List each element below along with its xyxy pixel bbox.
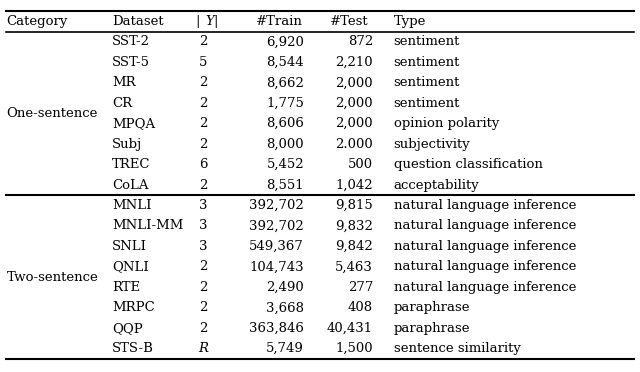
Text: #Train: #Train	[256, 15, 303, 28]
Text: 2,000: 2,000	[335, 97, 373, 110]
Text: STS-B: STS-B	[112, 342, 154, 355]
Text: 1,042: 1,042	[335, 179, 373, 192]
Text: One-sentence: One-sentence	[6, 107, 98, 120]
Text: MRPC: MRPC	[112, 301, 155, 314]
Text: 6,920: 6,920	[266, 35, 304, 48]
Text: 2: 2	[199, 260, 208, 273]
Text: |: |	[213, 15, 218, 28]
Text: paraphrase: paraphrase	[394, 301, 470, 314]
Text: |: |	[195, 15, 200, 28]
Text: natural language inference: natural language inference	[394, 219, 576, 232]
Text: 3,668: 3,668	[266, 301, 304, 314]
Text: CR: CR	[112, 97, 132, 110]
Text: sentiment: sentiment	[394, 35, 460, 48]
Text: MNLI-MM: MNLI-MM	[112, 219, 184, 232]
Text: subjectivity: subjectivity	[394, 138, 470, 151]
Text: 1,775: 1,775	[266, 97, 304, 110]
Text: 8,551: 8,551	[266, 179, 304, 192]
Text: sentiment: sentiment	[394, 76, 460, 89]
Text: QNLI: QNLI	[112, 260, 148, 273]
Text: 6: 6	[199, 158, 208, 171]
Text: QQP: QQP	[112, 322, 143, 335]
Text: 40,431: 40,431	[327, 322, 373, 335]
Text: natural language inference: natural language inference	[394, 281, 576, 294]
Text: 392,702: 392,702	[249, 219, 304, 232]
Text: 500: 500	[348, 158, 373, 171]
Text: SNLI: SNLI	[112, 240, 147, 253]
Text: 2: 2	[199, 301, 208, 314]
Text: 2,000: 2,000	[335, 76, 373, 89]
Text: 9,815: 9,815	[335, 199, 373, 212]
Text: #Test: #Test	[330, 15, 368, 28]
Text: 8,544: 8,544	[266, 56, 304, 69]
Text: sentiment: sentiment	[394, 97, 460, 110]
Text: 2,210: 2,210	[335, 56, 373, 69]
Text: 872: 872	[348, 35, 373, 48]
Text: acceptability: acceptability	[394, 179, 479, 192]
Text: 8,606: 8,606	[266, 117, 304, 130]
Text: 9,832: 9,832	[335, 219, 373, 232]
Text: natural language inference: natural language inference	[394, 199, 576, 212]
Text: sentiment: sentiment	[394, 56, 460, 69]
Text: 2,490: 2,490	[266, 281, 304, 294]
Text: sentence similarity: sentence similarity	[394, 342, 520, 355]
Text: Subj: Subj	[112, 138, 142, 151]
Text: 363,846: 363,846	[249, 322, 304, 335]
Text: Y: Y	[205, 15, 214, 28]
Text: 392,702: 392,702	[249, 199, 304, 212]
Text: 104,743: 104,743	[250, 260, 304, 273]
Text: MNLI: MNLI	[112, 199, 152, 212]
Text: CoLA: CoLA	[112, 179, 148, 192]
Text: 5,452: 5,452	[266, 158, 304, 171]
Text: 2: 2	[199, 138, 208, 151]
Text: 2: 2	[199, 35, 208, 48]
Text: MPQA: MPQA	[112, 117, 155, 130]
Text: Category: Category	[6, 15, 68, 28]
Text: paraphrase: paraphrase	[394, 322, 470, 335]
Text: SST-2: SST-2	[112, 35, 150, 48]
Text: question classification: question classification	[394, 158, 543, 171]
Text: 9,842: 9,842	[335, 240, 373, 253]
Text: 2,000: 2,000	[335, 117, 373, 130]
Text: 2: 2	[199, 117, 208, 130]
Text: 8,662: 8,662	[266, 76, 304, 89]
Text: 549,367: 549,367	[249, 240, 304, 253]
Text: 2: 2	[199, 281, 208, 294]
Text: 2: 2	[199, 76, 208, 89]
Text: natural language inference: natural language inference	[394, 260, 576, 273]
Text: RTE: RTE	[112, 281, 140, 294]
Text: Two-sentence: Two-sentence	[6, 271, 98, 283]
Text: SST-5: SST-5	[112, 56, 150, 69]
Text: TREC: TREC	[112, 158, 150, 171]
Text: 2: 2	[199, 179, 208, 192]
Text: 5,749: 5,749	[266, 342, 304, 355]
Text: natural language inference: natural language inference	[394, 240, 576, 253]
Text: 3: 3	[199, 199, 208, 212]
Text: Dataset: Dataset	[112, 15, 164, 28]
Text: 5: 5	[199, 56, 208, 69]
Text: 5,463: 5,463	[335, 260, 373, 273]
Text: Type: Type	[394, 15, 426, 28]
Text: 2: 2	[199, 97, 208, 110]
Text: 3: 3	[199, 219, 208, 232]
Text: 2: 2	[199, 322, 208, 335]
Text: 3: 3	[199, 240, 208, 253]
Text: opinion polarity: opinion polarity	[394, 117, 499, 130]
Text: R: R	[198, 342, 209, 355]
Text: 2.000: 2.000	[335, 138, 373, 151]
Text: 408: 408	[348, 301, 373, 314]
Text: 8,000: 8,000	[266, 138, 304, 151]
Text: 277: 277	[348, 281, 373, 294]
Text: 1,500: 1,500	[335, 342, 373, 355]
Text: MR: MR	[112, 76, 136, 89]
